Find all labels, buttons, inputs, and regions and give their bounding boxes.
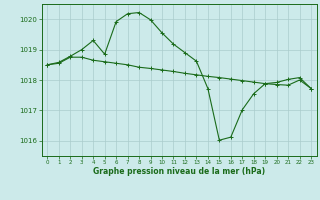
X-axis label: Graphe pression niveau de la mer (hPa): Graphe pression niveau de la mer (hPa) [93, 167, 265, 176]
